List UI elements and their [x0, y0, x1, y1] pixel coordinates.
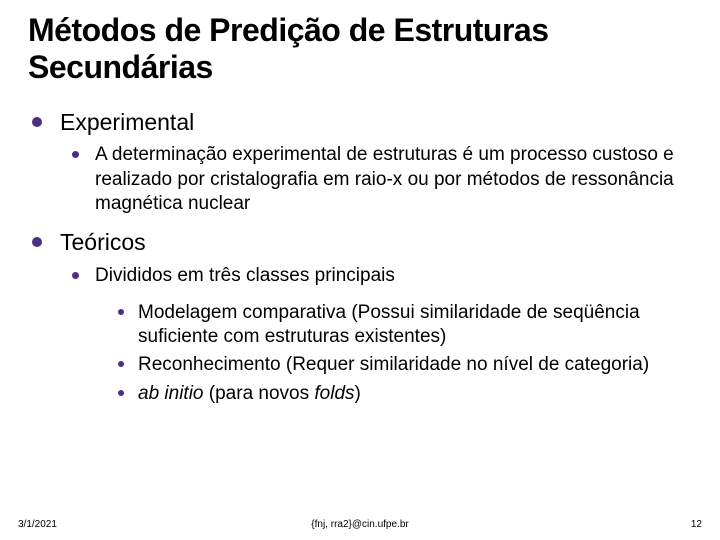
- section-label: Teóricos: [60, 228, 146, 258]
- bullet-icon: [32, 237, 42, 247]
- bullet-icon: [118, 309, 124, 315]
- teoricos-sub: Divididos em três classes principais: [72, 264, 692, 288]
- item-text: Modelagem comparativa (Possui similarida…: [138, 301, 692, 350]
- bullet-icon: [72, 272, 79, 279]
- sub-text: A determinação experimental de estrutura…: [95, 143, 692, 216]
- slide-title: Métodos de Predição de Estruturas Secund…: [28, 12, 692, 86]
- sub-text: Divididos em três classes principais: [95, 264, 395, 288]
- section-experimental: Experimental: [32, 108, 692, 138]
- item-text: Reconhecimento (Requer similaridade no n…: [138, 353, 649, 377]
- slide-content: Métodos de Predição de Estruturas Secund…: [0, 0, 720, 406]
- experimental-sub: A determinação experimental de estrutura…: [72, 143, 692, 216]
- section-label: Experimental: [60, 108, 194, 138]
- ab-initio: ab initio: [138, 383, 204, 404]
- bullet-icon: [72, 151, 79, 158]
- text-fragment: (para novos: [204, 383, 315, 404]
- slide-footer: 3/1/2021 {fnj, rra2}@cin.ufpe.br 12: [0, 519, 720, 530]
- folds: folds: [314, 383, 354, 404]
- bullet-icon: [32, 117, 42, 127]
- footer-email: {fnj, rra2}@cin.ufpe.br: [311, 519, 408, 530]
- footer-date: 3/1/2021: [18, 519, 57, 530]
- section-teoricos: Teóricos: [32, 228, 692, 258]
- teoricos-item-2: ab initio (para novos folds): [118, 382, 692, 406]
- teoricos-item-0: Modelagem comparativa (Possui similarida…: [118, 301, 692, 350]
- bullet-icon: [118, 390, 124, 396]
- teoricos-item-1: Reconhecimento (Requer similaridade no n…: [118, 353, 692, 377]
- bullet-icon: [118, 361, 124, 367]
- footer-page-number: 12: [691, 519, 702, 530]
- item-text: ab initio (para novos folds): [138, 382, 361, 406]
- bullet-list: Experimental A determinação experimental…: [28, 108, 692, 406]
- text-fragment: ): [355, 383, 361, 404]
